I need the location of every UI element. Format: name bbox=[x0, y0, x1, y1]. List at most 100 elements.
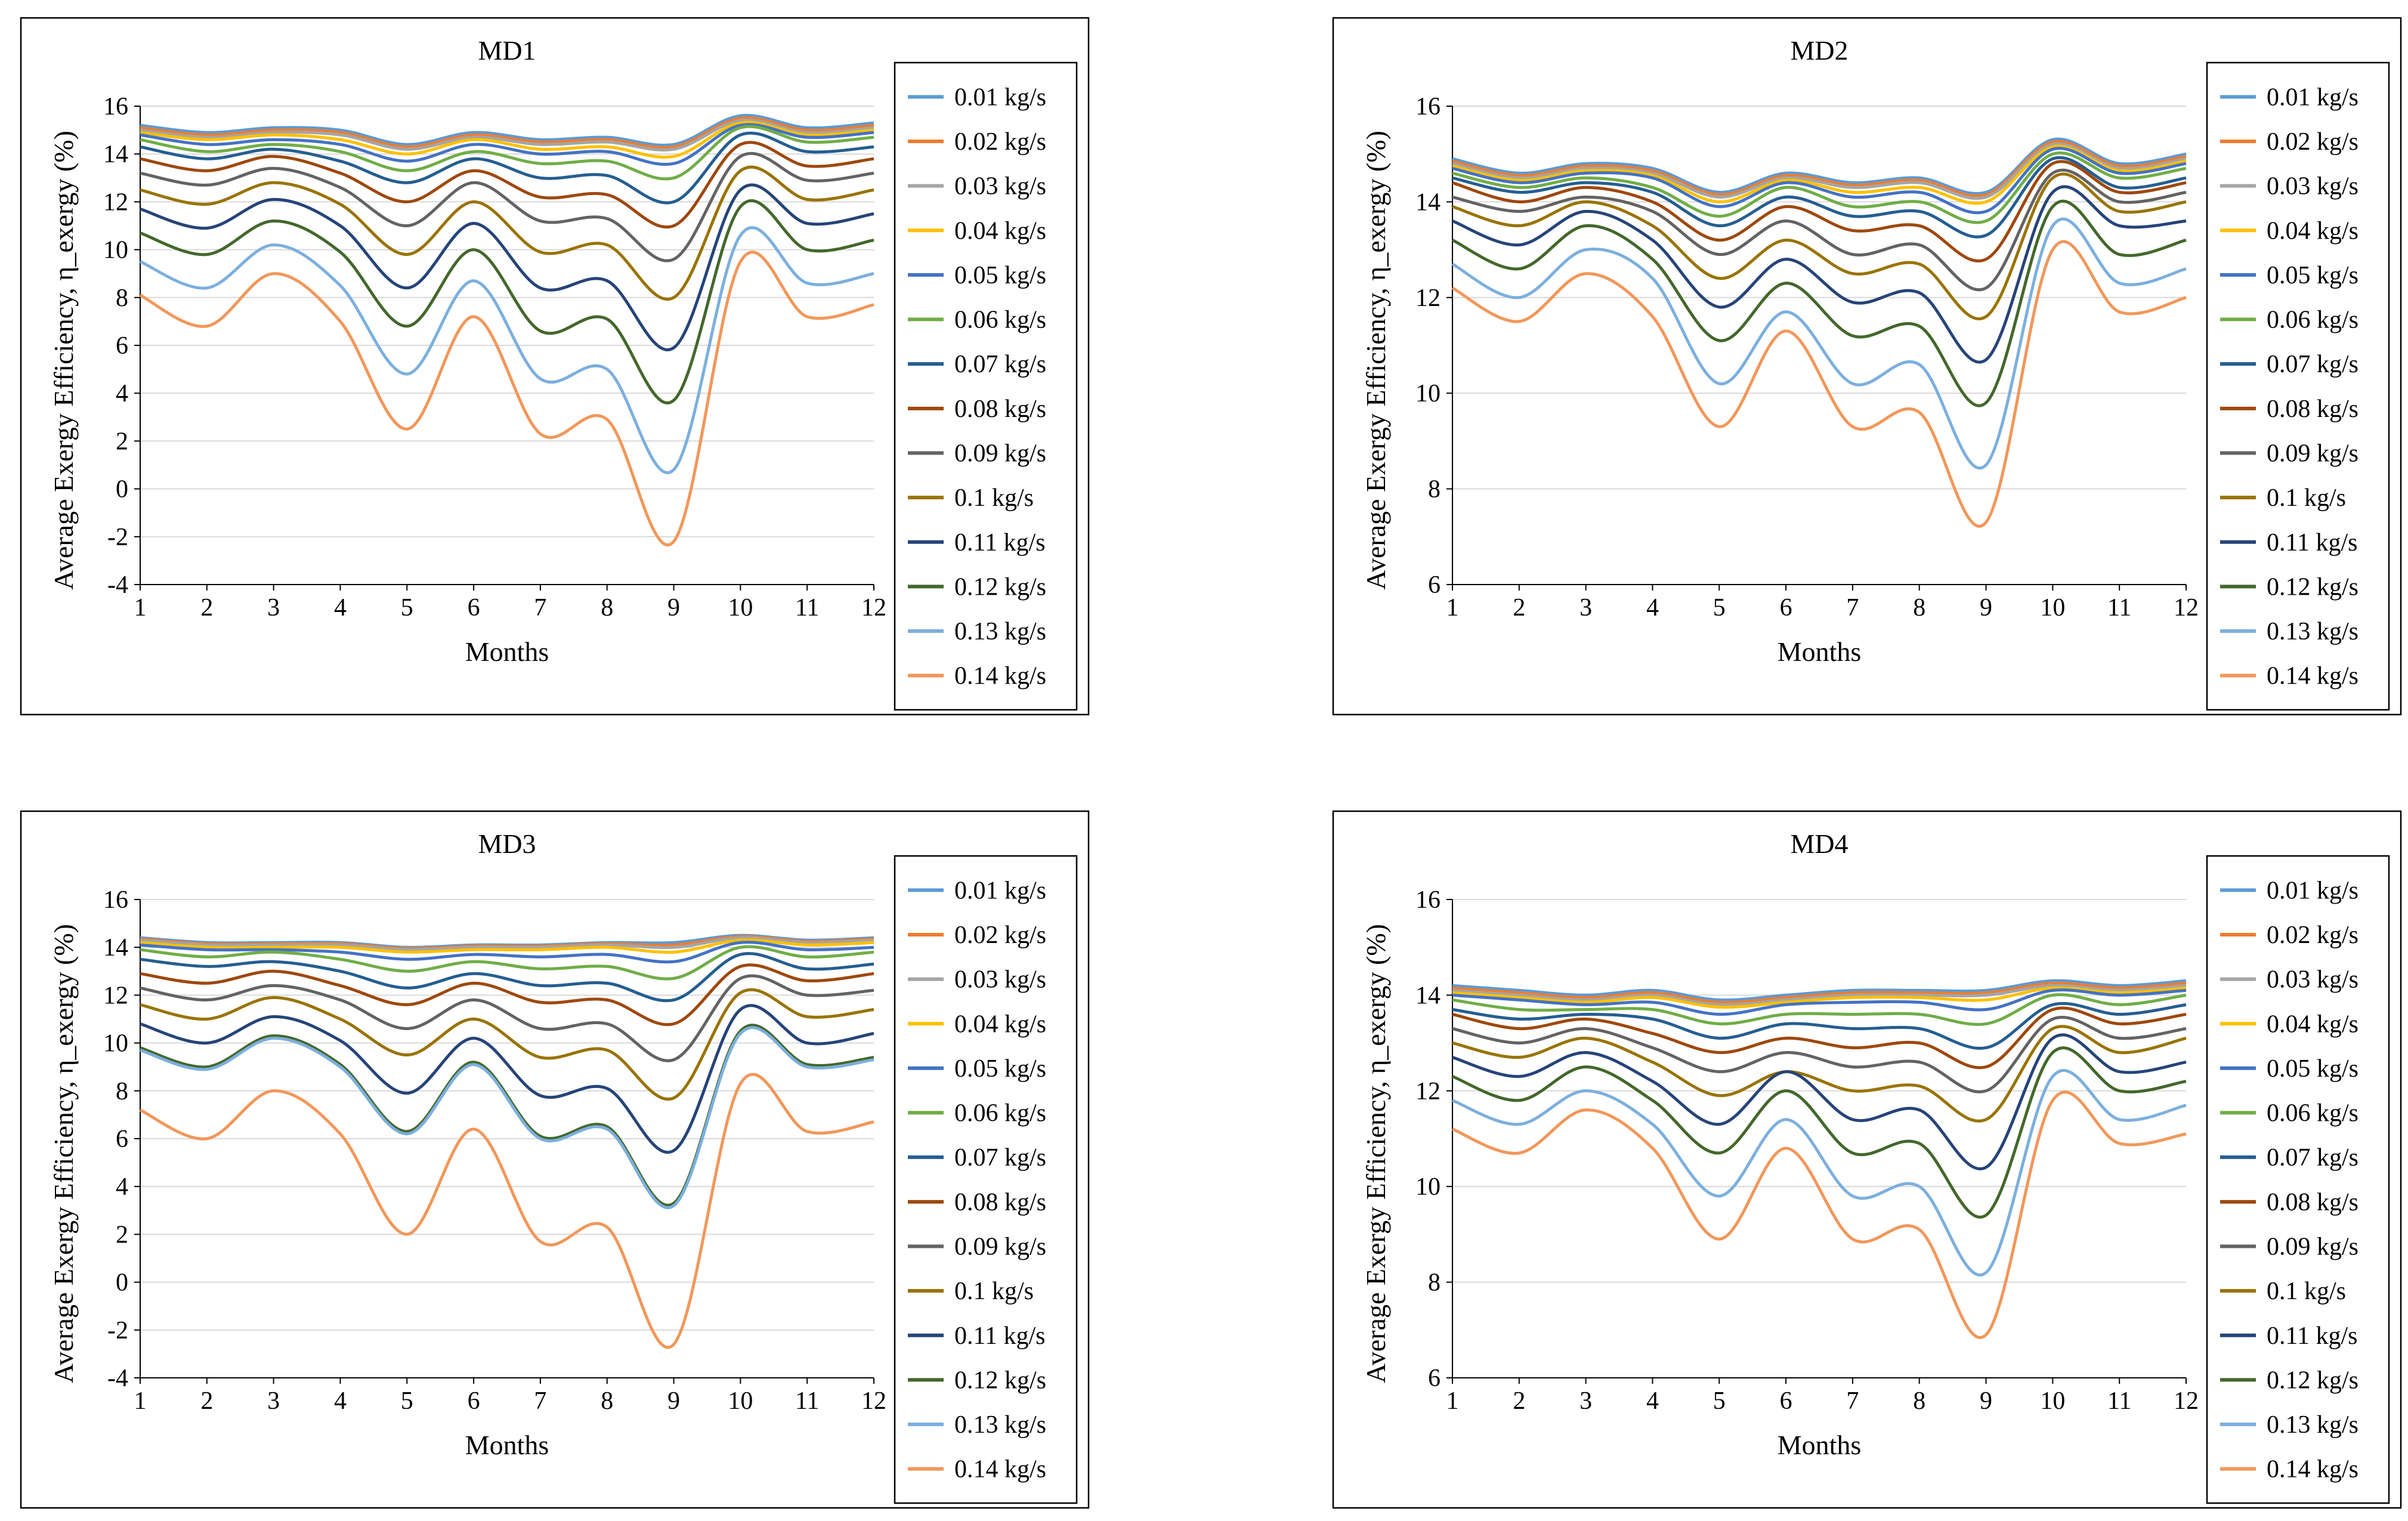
md1-series-line-9 bbox=[140, 152, 874, 262]
md1-x-tick-label: 2 bbox=[200, 594, 213, 622]
md2-series-line-10 bbox=[1452, 172, 2187, 320]
md3-series-line-13 bbox=[140, 1026, 874, 1209]
md4-legend-label: 0.03 kg/s bbox=[2267, 966, 2358, 994]
md4-x-axis-label: Months bbox=[1778, 1430, 1862, 1460]
md2-x-axis-label: Months bbox=[1778, 636, 1862, 667]
md2-legend-label: 0.12 kg/s bbox=[2267, 573, 2358, 601]
md1-legend-label: 0.08 kg/s bbox=[954, 395, 1046, 423]
md2-x-tick-label: 1 bbox=[1446, 594, 1459, 622]
md4-y-tick-label: 6 bbox=[1428, 1365, 1441, 1392]
md2-y-tick-label: 6 bbox=[1428, 571, 1441, 599]
md4-series-line-11 bbox=[1452, 1033, 2187, 1171]
md2-x-tick-label: 8 bbox=[1913, 594, 1925, 622]
md2-legend-label: 0.01 kg/s bbox=[2267, 84, 2358, 111]
md3-x-tick-label: 6 bbox=[468, 1387, 480, 1415]
md2-series-line-12 bbox=[1451, 199, 2187, 407]
md2-legend-label: 0.13 kg/s bbox=[2267, 618, 2358, 645]
md2-legend-label: 0.1 kg/s bbox=[2267, 484, 2346, 512]
md2-series-line-11 bbox=[1452, 185, 2187, 364]
md3-legend-label: 0.05 kg/s bbox=[954, 1055, 1046, 1083]
md1-series-line-3 bbox=[140, 118, 874, 152]
md4-x-tick-label: 10 bbox=[2040, 1387, 2065, 1415]
md4-series-line-12 bbox=[1452, 1046, 2187, 1219]
md1-series-line-7 bbox=[140, 131, 874, 205]
md1-legend-box bbox=[894, 61, 1078, 711]
md4-legend-label: 0.05 kg/s bbox=[2267, 1055, 2358, 1083]
md3-y-tick-label: 10 bbox=[103, 1030, 128, 1058]
chart-panel-md2: 6 8 10 12 14 16 1 2 3 4 5 6 7 8 9 10 11 12 MD2 Months Averag… bbox=[1312, 0, 2404, 728]
md4-legend-label: 0.01 kg/s bbox=[2267, 877, 2358, 904]
md1-legend-label: 0.01 kg/s bbox=[954, 84, 1046, 111]
chart-panel-md1: -4 -2 0 2 4 6 8 10 12 14 16 1 2 3 4 5 6 7 8 9 10 11 12 MD1 Month… bbox=[0, 0, 1092, 728]
md1-y-tick-label: -4 bbox=[107, 571, 128, 599]
md4-x-tick-label: 6 bbox=[1780, 1387, 1792, 1415]
md4-legend-label: 0.06 kg/s bbox=[2267, 1100, 2358, 1127]
md1-x-tick-label: 11 bbox=[795, 594, 819, 622]
md1-series-line-10 bbox=[140, 165, 874, 301]
md3-legend-label: 0.14 kg/s bbox=[954, 1456, 1046, 1483]
md4-legend-label: 0.14 kg/s bbox=[2267, 1456, 2358, 1483]
md3-series-line-6 bbox=[140, 945, 874, 981]
md1-x-tick-label: 5 bbox=[401, 594, 413, 622]
md2-legend-label: 0.05 kg/s bbox=[2267, 262, 2358, 289]
md2-y-axis-label: Average Exergy Efficiency, η_exergy (%) bbox=[1361, 131, 1391, 590]
md1-series-line-6 bbox=[140, 125, 874, 181]
md3-x-tick-label: 8 bbox=[601, 1387, 613, 1415]
md2-series-line-4 bbox=[1452, 144, 2187, 205]
md4-legend-label: 0.09 kg/s bbox=[2267, 1233, 2358, 1260]
md4-legend-label: 0.13 kg/s bbox=[2267, 1411, 2358, 1439]
md4-title: MD4 bbox=[1790, 828, 1848, 859]
md3-y-tick-label: -4 bbox=[107, 1365, 128, 1392]
md4-x-tick-label: 5 bbox=[1713, 1387, 1726, 1415]
md3-x-tick-label: 9 bbox=[667, 1387, 680, 1415]
md3-series-line-4 bbox=[140, 938, 874, 954]
md1-y-tick-label: 8 bbox=[116, 285, 128, 312]
md1-series-line-11 bbox=[140, 183, 874, 351]
md1-series-line-2 bbox=[140, 116, 874, 149]
md1-x-axis-label: Months bbox=[465, 636, 549, 667]
md3-series-line-14 bbox=[139, 1072, 874, 1349]
md3-series-line-10 bbox=[140, 988, 874, 1101]
md3-legend-label: 0.08 kg/s bbox=[954, 1189, 1046, 1216]
md3-y-tick-label: -2 bbox=[107, 1317, 128, 1344]
chart-panel-md3: -4 -2 0 2 4 6 8 10 12 14 16 1 2 3 4 5 6 7 8 9 10 11 12 MD3 Month… bbox=[0, 793, 1092, 1521]
md1-y-tick-label: 10 bbox=[103, 237, 128, 264]
md4-legend-label: 0.07 kg/s bbox=[2267, 1144, 2358, 1171]
md1-legend-label: 0.09 kg/s bbox=[954, 440, 1046, 467]
md3-legend-label: 0.04 kg/s bbox=[954, 1010, 1046, 1038]
md4-series-line-4 bbox=[1452, 986, 2187, 1009]
md2-legend-label: 0.03 kg/s bbox=[2267, 173, 2358, 200]
md3-legend-label: 0.13 kg/s bbox=[954, 1411, 1046, 1439]
md1-series-line-1 bbox=[140, 113, 874, 147]
md1-series-line-12 bbox=[140, 199, 874, 404]
md1-series-line-14 bbox=[139, 251, 874, 546]
md1-y-tick-label: 4 bbox=[116, 380, 128, 407]
md2-series-line-1 bbox=[1452, 137, 2187, 196]
md2-series-line-8 bbox=[1452, 160, 2187, 262]
md2-y-tick-label: 16 bbox=[1415, 93, 1441, 120]
md2-legend-label: 0.11 kg/s bbox=[2267, 529, 2357, 557]
md3-x-tick-label: 12 bbox=[861, 1387, 886, 1415]
md3-legend-label: 0.09 kg/s bbox=[954, 1233, 1046, 1260]
md1-title: MD1 bbox=[478, 35, 536, 66]
md3-y-tick-label: 0 bbox=[116, 1269, 128, 1297]
md3-legend-label: 0.07 kg/s bbox=[954, 1144, 1046, 1171]
md4-x-tick-label: 8 bbox=[1913, 1387, 1925, 1415]
md4-legend-label: 0.04 kg/s bbox=[2267, 1010, 2358, 1038]
md1-x-tick-label: 3 bbox=[267, 594, 280, 622]
md3-legend-label: 0.12 kg/s bbox=[954, 1367, 1046, 1394]
md1-legend-label: 0.04 kg/s bbox=[954, 217, 1046, 245]
md4-y-tick-label: 10 bbox=[1415, 1173, 1441, 1201]
md4-y-tick-label: 14 bbox=[1415, 982, 1441, 1009]
md1-x-tick-label: 10 bbox=[728, 594, 753, 622]
md4-legend-label: 0.12 kg/s bbox=[2267, 1367, 2358, 1394]
md4-series-line-1 bbox=[1452, 979, 2187, 1002]
md1-legend-label: 0.03 kg/s bbox=[954, 173, 1046, 200]
md4-series-line-7 bbox=[1452, 1001, 2187, 1050]
md3-legend-label: 0.1 kg/s bbox=[954, 1278, 1034, 1305]
md2-series-line-6 bbox=[1452, 151, 2187, 224]
md3-title: MD3 bbox=[478, 828, 536, 859]
md2-series-line-3 bbox=[1452, 142, 2187, 200]
md3-x-tick-label: 4 bbox=[334, 1387, 347, 1415]
